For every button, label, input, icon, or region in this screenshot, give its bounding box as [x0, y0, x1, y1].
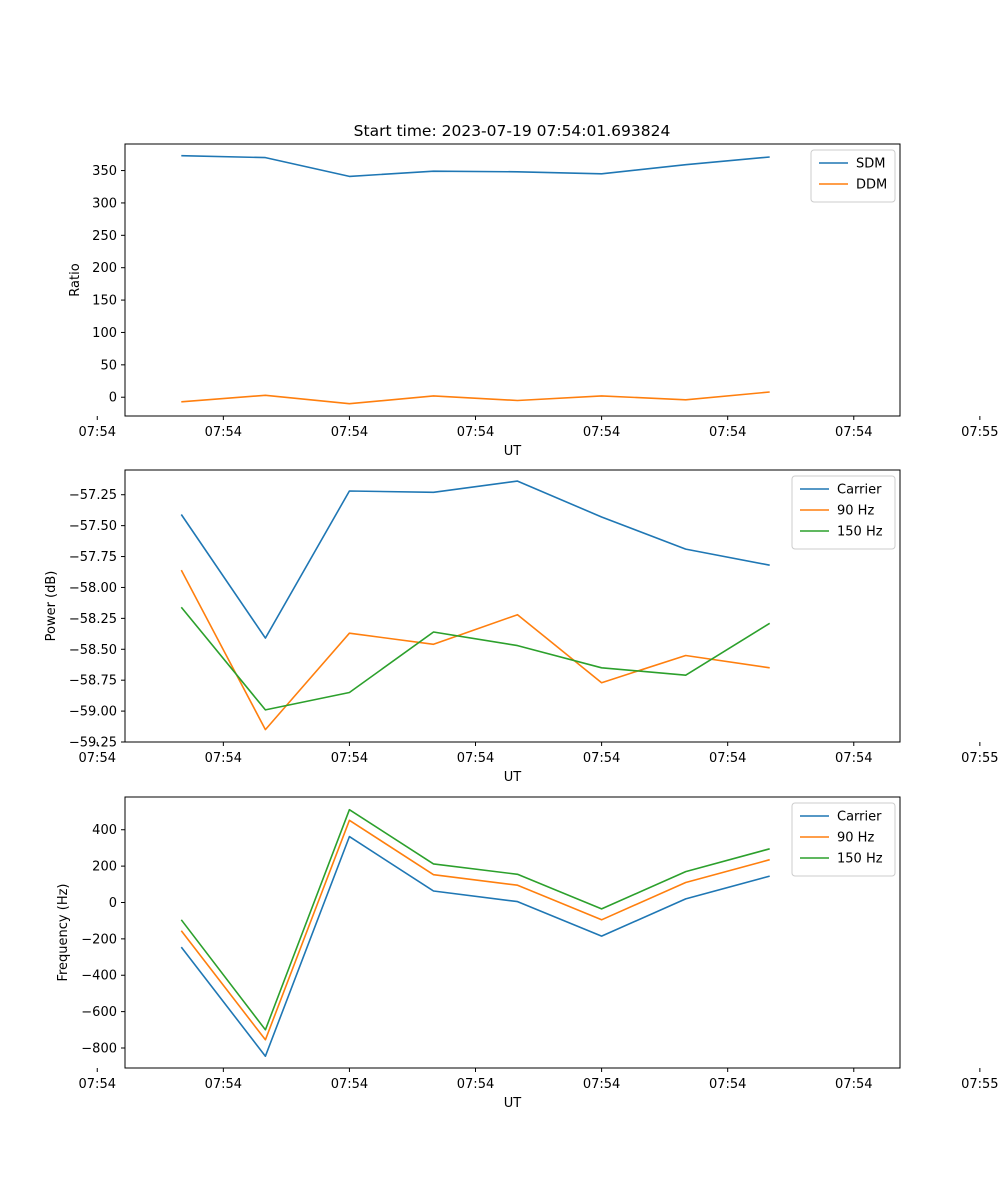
- legend-label: DDM: [856, 178, 887, 193]
- x-tick-label: 07:54: [457, 751, 494, 766]
- legend-label: 150 Hz: [837, 852, 883, 867]
- y-axis-label: Frequency (Hz): [56, 883, 71, 981]
- ratio-subplot: 07:54 07:54 07:54 07:54 07:54 07:54 07:54 07:55…: [68, 143, 999, 459]
- y-tick-label: −58.00: [69, 581, 117, 596]
- y-tick-label: 100: [92, 326, 117, 341]
- x-tick-label: 07:54: [583, 1077, 620, 1092]
- y-tick-label: −800: [81, 1041, 117, 1056]
- x-axis-label: UT: [504, 1096, 522, 1111]
- y-tick-label: 0: [109, 391, 117, 406]
- legend: SDM DDM: [810, 149, 896, 203]
- y-tick-label: −57.25: [69, 488, 117, 503]
- x-tick-label: 07:54: [331, 425, 368, 440]
- y-tick-label: −59.00: [69, 705, 117, 720]
- y-axis-label: Power (dB): [44, 571, 59, 642]
- figure-title: Start time: 2023-07-19 07:54:01.693824: [354, 122, 671, 140]
- legend-label: SDM: [856, 157, 885, 172]
- x-tick-label: 07:55: [961, 1077, 998, 1092]
- x-tick-label: 07:54: [583, 425, 620, 440]
- legend-label: 90 Hz: [837, 831, 874, 846]
- y-tick-label: −57.75: [69, 550, 117, 565]
- y-tick-label: −58.25: [69, 612, 117, 627]
- legend-label: 90 Hz: [837, 504, 874, 519]
- y-tick-label: 200: [92, 261, 117, 276]
- x-tick-label: 07:54: [457, 425, 494, 440]
- series-line-90-hz: [180, 569, 770, 731]
- series-line-150-hz: [180, 606, 771, 711]
- y-tick-label: 50: [100, 358, 117, 373]
- x-tick-label: 07:54: [583, 751, 620, 766]
- series-line-90-hz: [180, 819, 770, 1041]
- x-tick-label: 07:54: [709, 1077, 746, 1092]
- y-tick-label: 200: [92, 860, 117, 875]
- x-tick-label: 07:54: [205, 425, 242, 440]
- series-line-sdm: [181, 154, 770, 178]
- y-tick-label: −58.75: [69, 674, 117, 689]
- y-tick-label: 150: [92, 294, 117, 309]
- legend-label: Carrier: [837, 810, 882, 825]
- y-axis-label: Ratio: [68, 263, 83, 296]
- x-tick-label: 07:54: [709, 425, 746, 440]
- power-subplot: 07:54 07:54 07:54 07:54 07:54 07:54 07:54 07:55…: [44, 469, 999, 785]
- x-tick-label: 07:55: [961, 425, 998, 440]
- y-tick-label: 250: [92, 229, 117, 244]
- x-tick-label: 07:55: [961, 751, 998, 766]
- axes-frame: [124, 469, 901, 743]
- legend: Carrier 90 Hz 150 Hz: [791, 802, 896, 877]
- legend: Carrier 90 Hz 150 Hz: [791, 475, 896, 550]
- x-axis-label: UT: [504, 770, 522, 785]
- x-tick-label: 07:54: [205, 751, 242, 766]
- series-line-carrier: [180, 835, 770, 1057]
- y-tick-label: −400: [81, 969, 117, 984]
- axes-frame: [124, 143, 901, 417]
- y-tick-label: −57.50: [69, 519, 117, 534]
- x-tick-label: 07:54: [457, 1077, 494, 1092]
- x-tick-label: 07:54: [79, 751, 116, 766]
- y-tick-label: 0: [109, 896, 117, 911]
- x-tick-label: 07:54: [709, 751, 746, 766]
- series-line-carrier: [180, 480, 770, 639]
- x-tick-label: 07:54: [79, 425, 116, 440]
- x-tick-label: 07:54: [79, 1077, 116, 1092]
- y-tick-label: −600: [81, 1005, 117, 1020]
- y-tick-label: −200: [81, 932, 117, 947]
- x-tick-label: 07:54: [835, 425, 872, 440]
- y-tick-label: 400: [92, 823, 117, 838]
- x-tick-label: 07:54: [835, 1077, 872, 1092]
- axes-frame: [124, 796, 901, 1069]
- series-line-ddm: [181, 391, 770, 405]
- y-tick-label: 350: [92, 164, 117, 179]
- x-tick-label: 07:54: [835, 751, 872, 766]
- x-tick-label: 07:54: [205, 1077, 242, 1092]
- x-tick-label: 07:54: [331, 751, 368, 766]
- y-tick-label: 300: [92, 196, 117, 211]
- x-tick-label: 07:54: [331, 1077, 368, 1092]
- y-tick-label: −59.25: [69, 736, 117, 751]
- series-line-150-hz: [180, 808, 770, 1031]
- legend-label: Carrier: [837, 483, 882, 498]
- frequency-subplot: 07:54 07:54 07:54 07:54 07:54 07:54 07:54 07:55…: [56, 796, 999, 1111]
- x-axis-label: UT: [504, 444, 522, 459]
- legend-label: 150 Hz: [837, 525, 883, 540]
- y-tick-label: −58.50: [69, 643, 117, 658]
